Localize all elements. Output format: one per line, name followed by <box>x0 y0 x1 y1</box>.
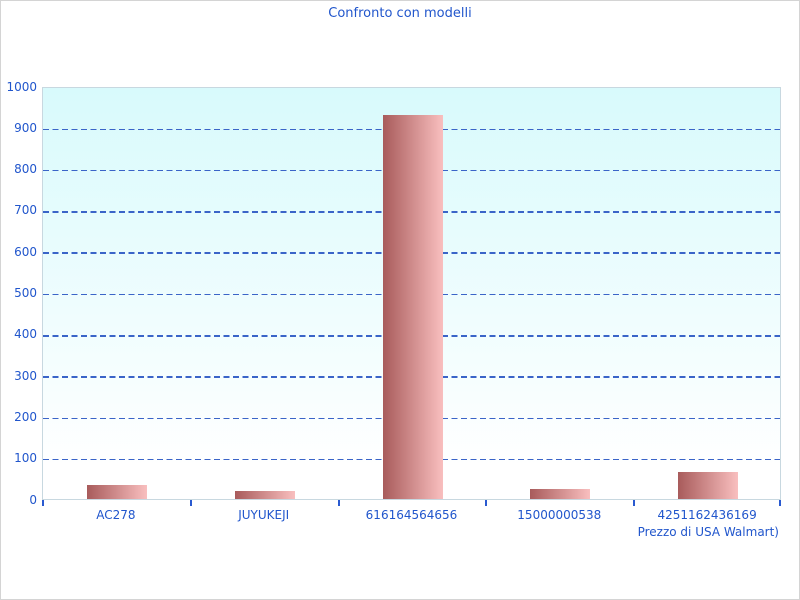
y-tick-label-500: 500 <box>14 286 37 300</box>
bar-15000000538 <box>530 488 591 499</box>
y-tick-label-700: 700 <box>14 203 37 218</box>
y-tick-label-200: 200 <box>14 409 37 424</box>
x-tick-label-AC278: AC278 <box>96 508 136 522</box>
x-axis-tick-5 <box>779 500 781 506</box>
y-tick-label-600: 600 <box>14 244 37 259</box>
y-tick-label-800: 800 <box>14 162 37 177</box>
x-axis-tick-3 <box>485 500 488 506</box>
y-tick-label-300: 300 <box>14 368 37 383</box>
x-tick-label-15000000538: 15000000538 <box>517 508 602 522</box>
x-axis-tick-0 <box>42 500 44 506</box>
y-tick-label-1000: 1000 <box>6 79 37 94</box>
bar-4251162436169 <box>678 472 739 499</box>
bar-616164564656 <box>382 114 443 499</box>
x-axis-labels: AC278 JUYUKEJI 616164564656 15000000538 4251… <box>42 508 781 524</box>
y-tick-label-400: 400 <box>14 327 37 342</box>
x-axis-tick-4 <box>633 500 636 506</box>
x-axis-tick-1 <box>189 500 192 506</box>
x-axis-tick-2 <box>337 500 340 506</box>
x-axis-ticks <box>42 500 781 506</box>
y-tick-label-100: 100 <box>14 451 37 466</box>
bar-AC278 <box>86 484 147 499</box>
x-tick-label-616164564656: 616164564656 <box>365 508 458 522</box>
x-axis-title: Prezzo di USA Walmart) <box>637 525 779 539</box>
y-tick-label-900: 900 <box>14 120 37 135</box>
plot-area <box>42 87 781 500</box>
y-axis-labels: 0 100 200 300 400 500 600 700 800 900 1000 <box>1 80 37 507</box>
x-tick-label-JUYUKEJI: JUYUKEJI <box>238 508 290 522</box>
bar-JUYUKEJI <box>234 490 295 499</box>
chart-title: Confronto con modelli <box>328 6 472 21</box>
x-tick-label-4251162436169: 4251162436169 <box>657 508 757 522</box>
y-tick-label-0: 0 <box>29 492 37 507</box>
